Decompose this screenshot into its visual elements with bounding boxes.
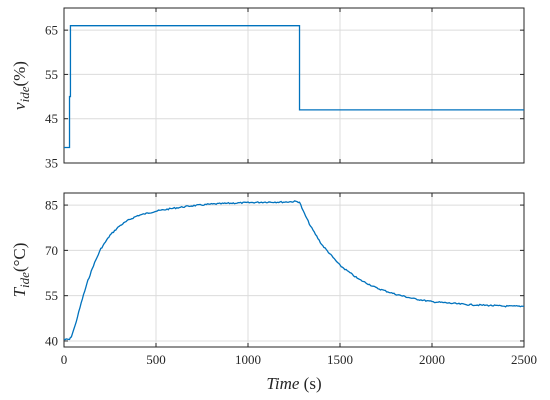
y-axis-label-unit: (°C) <box>10 243 29 272</box>
y-tick-label: 55 <box>45 288 58 303</box>
x-tick-label: 0 <box>61 352 68 367</box>
y-axis-label-var: T <box>10 286 29 297</box>
y-tick-label: 35 <box>45 156 58 171</box>
subplot-2: 40 55 70 85 0 500 1000 1500 2000 2500 Tide(°C) Time… <box>10 192 537 393</box>
y-tick-label: 55 <box>45 67 58 82</box>
y-tick-label: 40 <box>45 333 58 348</box>
y-axis-label-unit: (%) <box>10 61 29 86</box>
y-axis-label-sub: ide <box>17 272 32 288</box>
y-axis-label-sub: ide <box>17 86 32 102</box>
x-axis-label-unit: (s) <box>299 374 321 393</box>
x-axis-label-var: Time <box>266 374 300 393</box>
x-tick-label: 2500 <box>511 352 537 367</box>
subplot-1: 35 45 55 65 vide(%) <box>10 7 525 171</box>
x-tick-label: 1500 <box>327 352 353 367</box>
y-tick-label: 70 <box>45 243 58 258</box>
y-axis-label: Tide(°C) <box>10 243 32 298</box>
y-tick-label: 65 <box>45 23 58 38</box>
axes-frame <box>63 7 525 164</box>
y-axis-label: vide(%) <box>10 61 32 110</box>
axes-frame <box>63 192 525 348</box>
x-tick-label: 1000 <box>235 352 261 367</box>
y-tick-label: 45 <box>45 111 58 126</box>
y-tick-label: 85 <box>45 198 58 213</box>
x-axis-label: Time (s) <box>266 374 321 393</box>
x-tick-label: 500 <box>146 352 166 367</box>
series-line-1 <box>64 25 524 149</box>
x-tick-label: 2000 <box>419 352 445 367</box>
series-line-2 <box>63 200 525 341</box>
y-axis-label-var: v <box>10 102 29 110</box>
